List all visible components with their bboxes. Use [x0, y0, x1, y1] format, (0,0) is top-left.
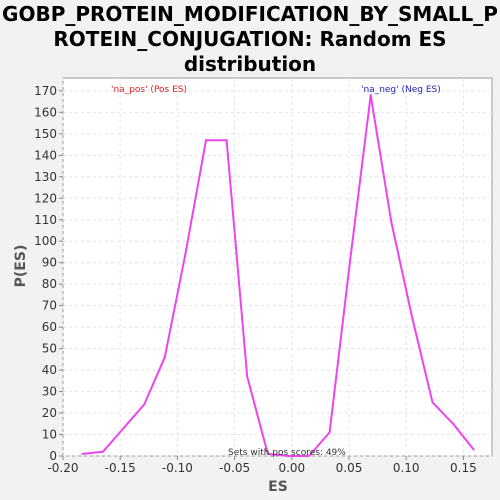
data-point — [246, 375, 249, 378]
y-tick-label: 100 — [34, 234, 57, 248]
chart-title-line-3: distribution — [183, 52, 317, 76]
y-tick-label: 40 — [42, 363, 57, 377]
data-point — [390, 220, 393, 223]
x-tick-label: 0.10 — [393, 461, 420, 475]
annotation-pos-scores: Sets with pos scores: 49% — [228, 448, 346, 458]
data-point — [163, 356, 166, 359]
y-tick-label: 120 — [34, 191, 57, 205]
x-tick-label: -0.05 — [219, 461, 250, 475]
data-point — [307, 455, 310, 457]
axis-layer: 0 10 20 30 40 50 60 70 80 90 100 110 120 130 140 150 160… — [34, 84, 477, 475]
x-tick-label: -0.10 — [162, 461, 193, 475]
data-point — [225, 139, 228, 142]
y-tick-label: 20 — [42, 406, 57, 420]
data-point — [184, 253, 187, 256]
data-point — [369, 94, 372, 97]
y-tick-label: 50 — [42, 342, 57, 356]
y-tick-label: 140 — [34, 148, 57, 162]
y-tick-label: 150 — [34, 127, 57, 141]
x-tick-label: -0.20 — [47, 461, 78, 475]
y-axis-label: P(ES) — [13, 245, 29, 288]
y-tick-label: 10 — [42, 428, 57, 442]
x-tick-label: 0.00 — [278, 461, 305, 475]
series-line — [82, 94, 475, 457]
y-tick-label: 0 — [49, 449, 57, 463]
data-point — [287, 455, 290, 457]
data-point — [81, 452, 84, 455]
y-tick-label: 30 — [42, 385, 57, 399]
y-tick-label: 70 — [42, 299, 57, 313]
annotation-pos: 'na_pos' (Pos ES) — [111, 85, 187, 95]
plot-area — [62, 77, 493, 457]
y-tick-label: 160 — [34, 105, 57, 119]
x-axis-label: ES — [268, 479, 288, 495]
x-tick-label: 0.05 — [336, 461, 363, 475]
data-point — [452, 422, 455, 425]
data-point — [143, 403, 146, 406]
y-tick-label: 60 — [42, 320, 57, 334]
data-point — [205, 139, 207, 142]
y-tick-label: 110 — [34, 213, 57, 227]
y-tick-label: 80 — [42, 277, 57, 291]
series-layer — [81, 94, 475, 457]
data-point — [472, 448, 475, 451]
x-tick-label: -0.15 — [105, 461, 136, 475]
data-point — [410, 315, 413, 318]
data-point — [328, 431, 331, 434]
data-point — [122, 427, 125, 430]
y-tick-label: 130 — [34, 170, 57, 184]
data-point — [102, 450, 105, 453]
data-point — [266, 452, 269, 455]
y-tick-label: 90 — [42, 256, 57, 270]
x-tick-label: 0.15 — [450, 461, 477, 475]
chart-title-line-1: GOBP_PROTEIN_MODIFICATION_BY_SMALL_P — [2, 2, 498, 26]
data-point — [431, 401, 434, 404]
annotation-neg: 'na_neg' (Neg ES) — [361, 85, 441, 95]
y-tick-label: 170 — [34, 84, 57, 98]
chart-title-line-2: ROTEIN_CONJUGATION: Random ES — [53, 27, 447, 51]
data-point — [349, 259, 352, 262]
